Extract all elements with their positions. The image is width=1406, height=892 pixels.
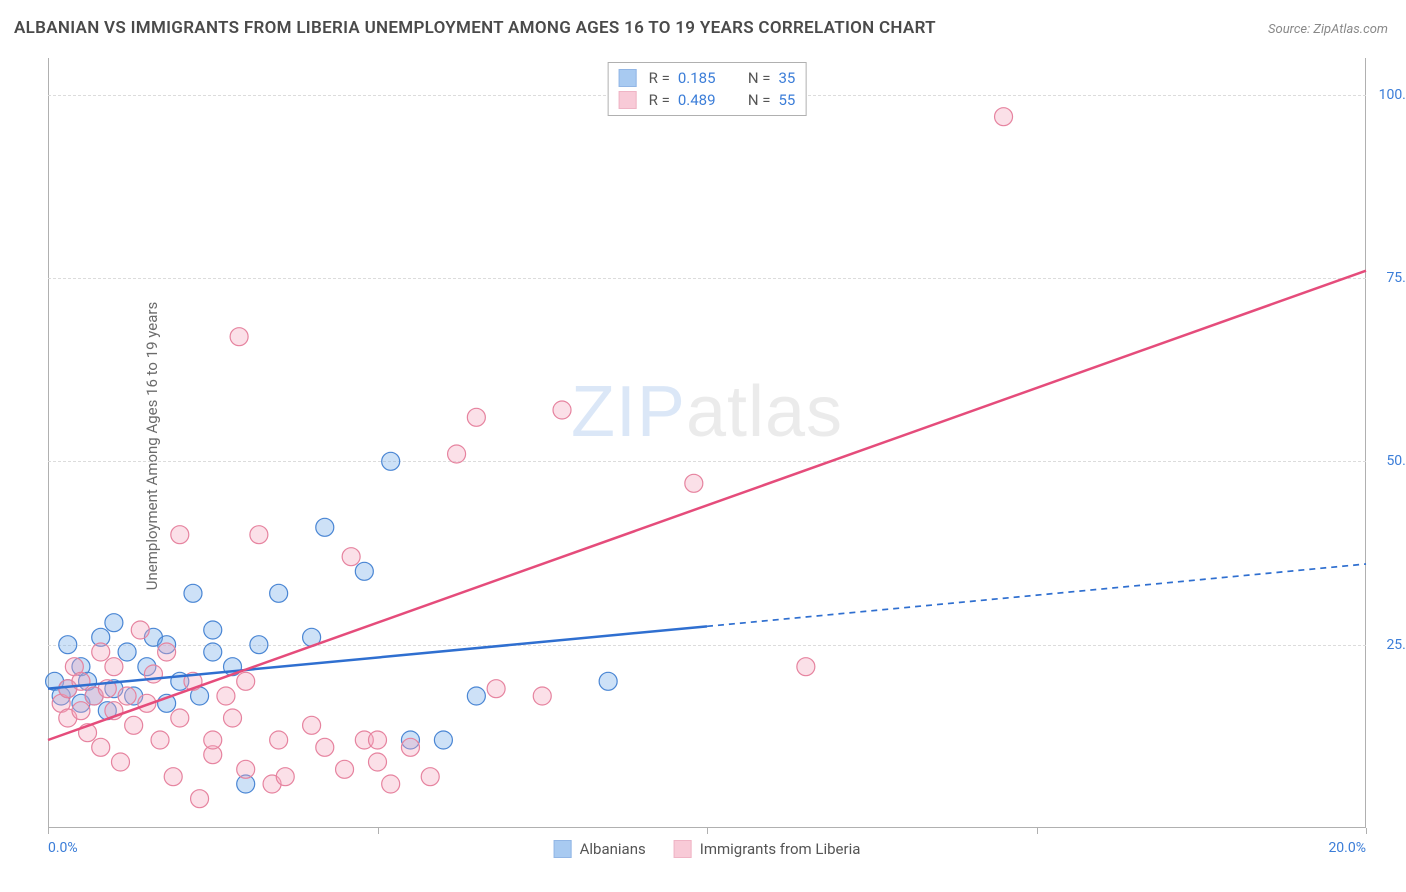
series-legend: Albanians Immigrants from Liberia bbox=[554, 840, 861, 858]
x-tick-mark bbox=[1366, 828, 1367, 834]
data-point bbox=[467, 687, 485, 705]
data-point bbox=[111, 753, 129, 771]
r-label: R = bbox=[649, 91, 670, 109]
y-tick-label: 100.0% bbox=[1379, 87, 1406, 103]
data-point bbox=[270, 731, 288, 749]
data-point bbox=[316, 738, 334, 756]
data-point bbox=[336, 760, 354, 778]
data-point bbox=[467, 408, 485, 426]
data-point bbox=[72, 672, 90, 690]
data-point bbox=[276, 768, 294, 786]
data-point bbox=[125, 716, 143, 734]
data-point bbox=[369, 753, 387, 771]
r-value: 0.185 bbox=[678, 69, 728, 87]
data-point bbox=[204, 643, 222, 661]
data-point bbox=[995, 108, 1013, 126]
data-point bbox=[204, 621, 222, 639]
data-point bbox=[191, 790, 209, 808]
data-point bbox=[151, 731, 169, 749]
x-tick-mark bbox=[707, 828, 708, 834]
data-point bbox=[131, 621, 149, 639]
correlation-legend-row: R = 0.185 N = 35 bbox=[619, 67, 796, 89]
regression-line-extrapolated bbox=[707, 564, 1366, 626]
correlation-legend-row: R = 0.489 N = 55 bbox=[619, 89, 796, 111]
legend-swatch bbox=[674, 840, 692, 858]
chart-area: ZIPatlas 25.0%50.0%75.0%100.0% 0.0%20.0%… bbox=[48, 58, 1366, 828]
data-point bbox=[92, 643, 110, 661]
data-point bbox=[118, 643, 136, 661]
data-point bbox=[250, 526, 268, 544]
y-tick-label: 75.0% bbox=[1386, 270, 1406, 286]
data-point bbox=[224, 709, 242, 727]
legend-swatch bbox=[554, 840, 572, 858]
data-point bbox=[382, 452, 400, 470]
legend-swatch bbox=[619, 91, 637, 109]
n-value: 35 bbox=[778, 69, 795, 87]
data-point bbox=[382, 775, 400, 793]
data-point bbox=[118, 687, 136, 705]
data-point bbox=[797, 658, 815, 676]
data-point bbox=[105, 614, 123, 632]
n-label: N = bbox=[748, 91, 771, 109]
data-point bbox=[164, 768, 182, 786]
data-point bbox=[105, 658, 123, 676]
data-point bbox=[184, 584, 202, 602]
source-attribution: Source: ZipAtlas.com bbox=[1268, 22, 1388, 37]
data-point bbox=[237, 672, 255, 690]
data-point bbox=[204, 731, 222, 749]
data-point bbox=[171, 709, 189, 727]
data-point bbox=[369, 731, 387, 749]
n-value: 55 bbox=[778, 91, 795, 109]
data-point bbox=[434, 731, 452, 749]
correlation-legend: R = 0.185 N = 35 R = 0.489 N = 55 bbox=[608, 62, 807, 116]
data-point bbox=[72, 702, 90, 720]
data-point bbox=[250, 636, 268, 654]
legend-swatch bbox=[619, 69, 637, 87]
series-legend-item: Albanians bbox=[554, 840, 646, 858]
y-tick-label: 50.0% bbox=[1386, 453, 1406, 469]
data-point bbox=[553, 401, 571, 419]
data-point bbox=[59, 636, 77, 654]
data-point bbox=[316, 518, 334, 536]
data-point bbox=[342, 548, 360, 566]
data-point bbox=[270, 584, 288, 602]
data-point bbox=[158, 643, 176, 661]
x-tick-mark bbox=[378, 828, 379, 834]
data-point bbox=[421, 768, 439, 786]
series-legend-item: Immigrants from Liberia bbox=[674, 840, 861, 858]
chart-title: ALBANIAN VS IMMIGRANTS FROM LIBERIA UNEM… bbox=[14, 18, 936, 38]
data-point bbox=[92, 738, 110, 756]
data-point bbox=[237, 760, 255, 778]
data-point bbox=[303, 716, 321, 734]
r-value: 0.489 bbox=[678, 91, 728, 109]
data-point bbox=[230, 328, 248, 346]
data-point bbox=[599, 672, 617, 690]
r-label: R = bbox=[649, 69, 670, 87]
n-label: N = bbox=[748, 69, 771, 87]
data-point bbox=[171, 526, 189, 544]
series-legend-label: Immigrants from Liberia bbox=[700, 840, 861, 858]
data-point bbox=[685, 474, 703, 492]
series-legend-label: Albanians bbox=[580, 840, 646, 858]
x-tick-label: 20.0% bbox=[1328, 840, 1366, 856]
scatter-plot bbox=[48, 58, 1366, 828]
data-point bbox=[401, 738, 419, 756]
x-tick-mark bbox=[1037, 828, 1038, 834]
x-tick-label: 0.0% bbox=[48, 840, 78, 856]
data-point bbox=[487, 680, 505, 698]
data-point bbox=[217, 687, 235, 705]
data-point bbox=[448, 445, 466, 463]
y-tick-label: 25.0% bbox=[1386, 637, 1406, 653]
data-point bbox=[533, 687, 551, 705]
x-tick-mark bbox=[48, 828, 49, 834]
data-point bbox=[355, 562, 373, 580]
